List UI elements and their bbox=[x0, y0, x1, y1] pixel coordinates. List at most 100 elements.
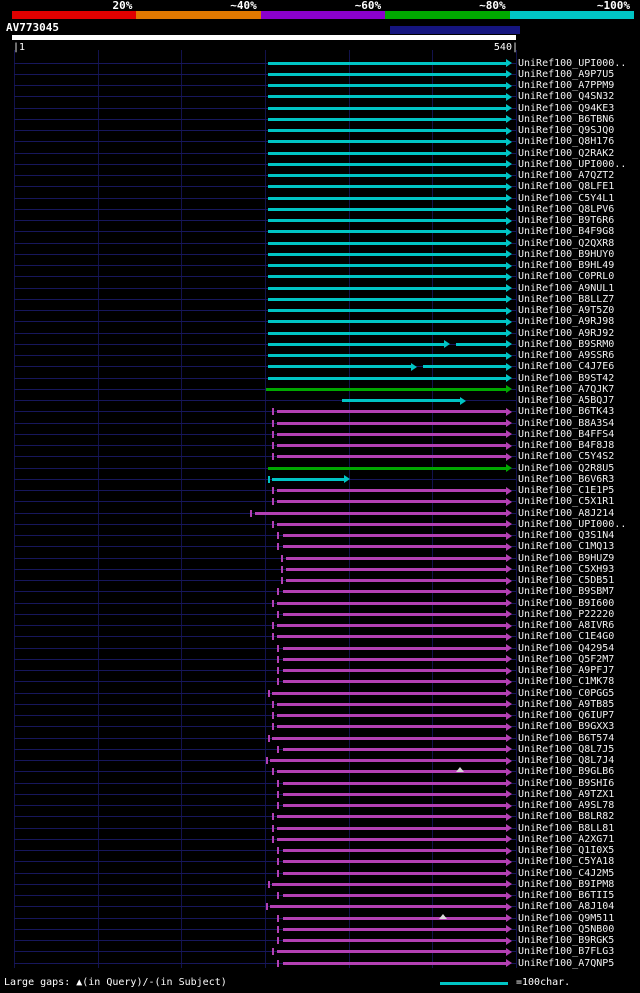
alignment-bar[interactable] bbox=[282, 869, 513, 877]
hit-label[interactable]: UniRef100_A7QNP5 bbox=[518, 957, 615, 969]
hit-label[interactable]: UniRef100_Q94KE3 bbox=[518, 102, 615, 114]
alignment-bar[interactable] bbox=[282, 677, 513, 686]
alignment-bar[interactable] bbox=[286, 576, 513, 585]
alignment-bar[interactable] bbox=[267, 205, 513, 214]
alignment-bar[interactable] bbox=[267, 351, 513, 360]
alignment-bar[interactable] bbox=[277, 441, 513, 450]
hit-label[interactable]: UniRef100_Q5F2M7 bbox=[518, 653, 615, 665]
hit-label[interactable]: UniRef100_Q4SN32 bbox=[518, 91, 615, 103]
hit-label[interactable]: UniRef100_C5YA18 bbox=[518, 856, 615, 868]
hit-label[interactable]: UniRef100_Q8LFE1 bbox=[518, 181, 615, 193]
alignment-bar[interactable] bbox=[267, 194, 513, 202]
alignment-bar[interactable] bbox=[267, 115, 513, 124]
alignment-bar[interactable] bbox=[277, 835, 513, 844]
hit-label[interactable]: UniRef100_Q8H176 bbox=[518, 136, 615, 148]
alignment-bar[interactable] bbox=[267, 227, 513, 236]
hit-label[interactable]: UniRef100_A7QJK7 bbox=[518, 383, 615, 395]
hit-label[interactable]: UniRef100_P22220 bbox=[518, 608, 615, 620]
hit-label[interactable]: UniRef100_A8J214 bbox=[518, 507, 615, 519]
hit-label[interactable]: UniRef100_C1MK78 bbox=[518, 676, 615, 688]
hit-label[interactable]: UniRef100_B9HL49 bbox=[518, 260, 615, 271]
hit-label[interactable]: UniRef100_A5BQJ7 bbox=[518, 395, 615, 406]
alignment-bar[interactable] bbox=[254, 509, 513, 517]
alignment-bar[interactable] bbox=[267, 329, 513, 337]
alignment-bar[interactable] bbox=[265, 385, 513, 394]
alignment-bar[interactable] bbox=[277, 599, 513, 607]
alignment-bar[interactable] bbox=[267, 171, 513, 180]
alignment-bar[interactable] bbox=[267, 182, 513, 191]
hit-label[interactable]: UniRef100_Q8L7J4 bbox=[518, 755, 615, 766]
alignment-bar[interactable] bbox=[282, 655, 513, 664]
alignment-bar[interactable] bbox=[267, 216, 513, 225]
alignment-bar[interactable] bbox=[267, 306, 513, 315]
hit-label[interactable]: UniRef100_B9GLB6 bbox=[518, 766, 615, 778]
alignment-bar[interactable] bbox=[282, 779, 513, 787]
alignment-bar[interactable] bbox=[277, 419, 513, 427]
alignment-bar[interactable] bbox=[267, 81, 513, 90]
hit-label[interactable]: UniRef100_Q2RAK2 bbox=[518, 147, 615, 159]
alignment-bar[interactable] bbox=[277, 407, 513, 416]
hit-label[interactable]: UniRef100_UPI000.. bbox=[518, 57, 627, 69]
hit-label[interactable]: UniRef100_B9GXX3 bbox=[518, 721, 615, 733]
hit-label[interactable]: UniRef100_Q8LPV6 bbox=[518, 203, 615, 215]
alignment-bar[interactable] bbox=[277, 632, 513, 641]
hit-label[interactable]: UniRef100_B6T574 bbox=[518, 732, 615, 744]
alignment-bar[interactable] bbox=[277, 452, 513, 461]
hit-label[interactable]: UniRef100_A9RJ98 bbox=[518, 316, 615, 328]
hit-label[interactable]: UniRef100_A8IVR6 bbox=[518, 620, 615, 631]
alignment-bar[interactable] bbox=[269, 902, 513, 911]
hit-label[interactable]: UniRef100_B9SRM0 bbox=[518, 338, 615, 350]
alignment-bar[interactable] bbox=[282, 925, 513, 934]
alignment-bar[interactable] bbox=[277, 722, 513, 731]
alignment-bar[interactable] bbox=[271, 734, 513, 742]
alignment-bar[interactable] bbox=[423, 362, 513, 371]
alignment-bar[interactable] bbox=[277, 520, 513, 529]
hit-label[interactable]: UniRef100_A9SSR6 bbox=[518, 350, 615, 361]
hit-label[interactable]: UniRef100_Q2R8U5 bbox=[518, 462, 615, 474]
alignment-bar[interactable] bbox=[267, 295, 513, 304]
alignment-bar[interactable] bbox=[282, 801, 513, 810]
alignment-bar[interactable] bbox=[267, 272, 513, 281]
hit-label[interactable]: UniRef100_B4F9G8 bbox=[518, 226, 615, 238]
hit-label[interactable]: UniRef100_B9I600 bbox=[518, 597, 615, 609]
hit-label[interactable]: UniRef100_B9RGK5 bbox=[518, 935, 615, 946]
alignment-bar[interactable] bbox=[271, 880, 513, 889]
hit-label[interactable]: UniRef100_B9HUY0 bbox=[518, 248, 615, 260]
alignment-bar[interactable] bbox=[277, 497, 513, 506]
alignment-bar[interactable] bbox=[267, 362, 418, 371]
hit-label[interactable]: UniRef100_C5X1R1 bbox=[518, 496, 615, 508]
alignment-bar[interactable] bbox=[282, 587, 513, 596]
alignment-bar[interactable] bbox=[267, 59, 513, 67]
alignment-bar[interactable] bbox=[282, 914, 513, 922]
hit-label[interactable]: UniRef100_B6TK43 bbox=[518, 406, 615, 418]
alignment-bar[interactable] bbox=[277, 486, 513, 495]
hit-label[interactable]: UniRef100_C1E1P5 bbox=[518, 485, 615, 496]
hit-label[interactable]: UniRef100_A7QZT2 bbox=[518, 170, 615, 181]
hit-label[interactable]: UniRef100_UPI000.. bbox=[518, 518, 627, 530]
alignment-bar[interactable] bbox=[282, 790, 513, 799]
hit-label[interactable]: UniRef100_Q9SJQ0 bbox=[518, 125, 615, 136]
hit-label[interactable]: UniRef100_B9T6R6 bbox=[518, 215, 615, 226]
hit-label[interactable]: UniRef100_A9T5Z0 bbox=[518, 305, 615, 316]
alignment-bar[interactable] bbox=[282, 936, 513, 945]
alignment-bar[interactable] bbox=[282, 666, 513, 675]
hit-label[interactable]: UniRef100_Q5NB00 bbox=[518, 923, 615, 935]
alignment-bar[interactable] bbox=[267, 464, 513, 472]
hit-label[interactable]: UniRef100_Q9M511 bbox=[518, 912, 615, 924]
hit-label[interactable]: UniRef100_B7FLG3 bbox=[518, 946, 615, 958]
hit-label[interactable]: UniRef100_Q3S1N4 bbox=[518, 530, 615, 541]
alignment-bar[interactable] bbox=[277, 711, 513, 720]
alignment-bar[interactable] bbox=[282, 857, 513, 866]
alignment-bar[interactable] bbox=[267, 149, 513, 157]
hit-label[interactable]: UniRef100_C1E4G0 bbox=[518, 631, 615, 643]
hit-label[interactable]: UniRef100_C5DB51 bbox=[518, 575, 615, 586]
hit-label[interactable]: UniRef100_C0PRL0 bbox=[518, 271, 615, 283]
alignment-bar[interactable] bbox=[282, 531, 513, 540]
alignment-bar[interactable] bbox=[277, 812, 513, 821]
alignment-bar[interactable] bbox=[282, 644, 513, 652]
alignment-bar[interactable] bbox=[277, 824, 513, 832]
alignment-bar[interactable] bbox=[267, 70, 513, 79]
alignment-bar[interactable] bbox=[282, 959, 513, 967]
hit-label[interactable]: UniRef100_Q2QXR8 bbox=[518, 237, 615, 249]
alignment-bar[interactable] bbox=[282, 891, 513, 900]
